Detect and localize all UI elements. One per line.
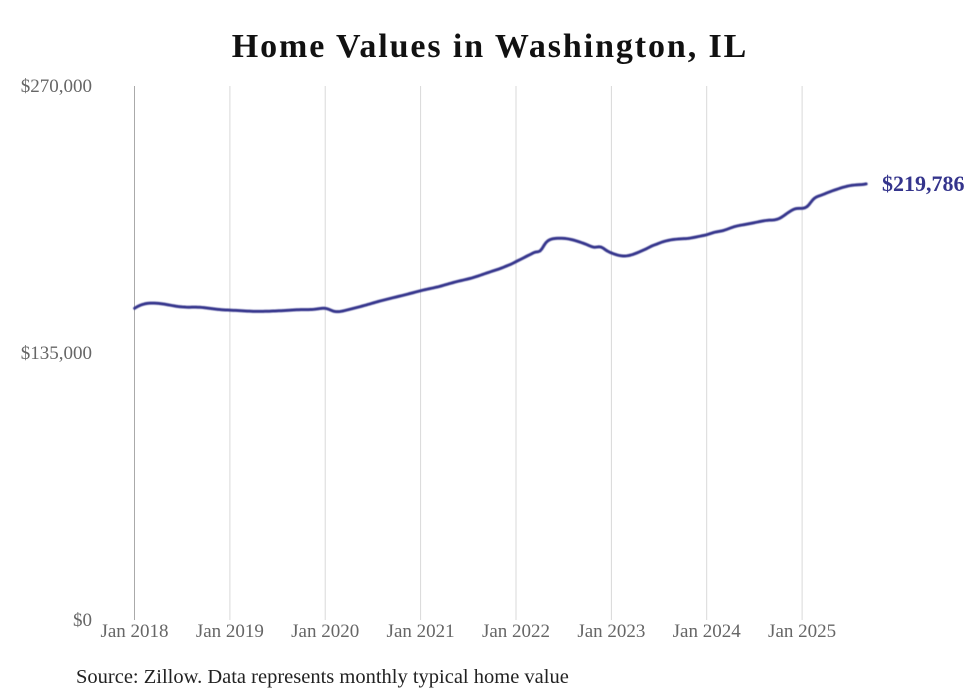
svg-text:Jan 2025: Jan 2025 <box>768 621 836 642</box>
svg-text:Jan 2022: Jan 2022 <box>482 621 550 642</box>
svg-text:Jan 2024: Jan 2024 <box>673 621 742 642</box>
svg-text:$135,000: $135,000 <box>21 343 92 364</box>
svg-text:$270,000: $270,000 <box>21 76 92 97</box>
svg-text:$219,786: $219,786 <box>882 171 965 196</box>
svg-text:$0: $0 <box>73 610 92 631</box>
svg-text:Jan 2023: Jan 2023 <box>577 621 645 642</box>
svg-text:Jan 2021: Jan 2021 <box>387 621 455 642</box>
svg-text:Jan 2018: Jan 2018 <box>100 621 168 642</box>
svg-text:Jan 2019: Jan 2019 <box>196 621 264 642</box>
svg-text:Jan 2020: Jan 2020 <box>291 621 359 642</box>
